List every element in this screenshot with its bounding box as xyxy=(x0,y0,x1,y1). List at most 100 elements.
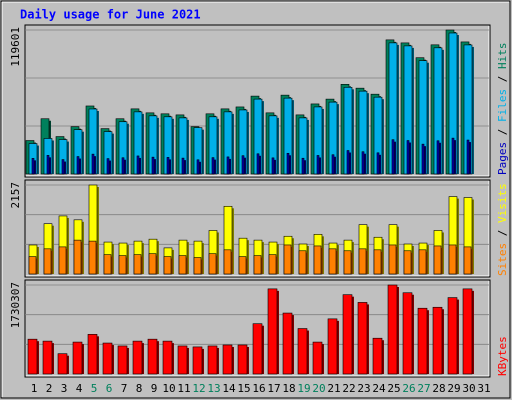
bar-side xyxy=(276,256,278,274)
bar-face xyxy=(103,254,112,275)
bar-side xyxy=(97,187,99,274)
bar-face xyxy=(417,307,428,375)
bar-face xyxy=(42,340,53,375)
x-tick-label: 2 xyxy=(46,382,53,395)
bar xyxy=(312,341,324,375)
bar-face xyxy=(57,353,68,375)
x-tick-label: 7 xyxy=(121,382,128,395)
bar xyxy=(447,297,459,375)
bar-face xyxy=(297,328,308,375)
bar xyxy=(76,156,81,175)
bar-side xyxy=(442,309,444,374)
bar-face xyxy=(181,157,185,175)
bar-side xyxy=(472,290,474,374)
legend-separator: / xyxy=(496,69,509,89)
bar-face xyxy=(387,284,398,375)
bar-face xyxy=(282,312,293,375)
bar-side xyxy=(217,118,219,174)
bar-face xyxy=(342,294,353,375)
x-tick-label: 8 xyxy=(136,382,143,395)
bar-side xyxy=(337,104,339,174)
x-tick-label: 24 xyxy=(372,382,386,395)
bar xyxy=(283,244,293,275)
bar-face xyxy=(238,256,247,275)
bar-side xyxy=(124,159,126,174)
bar-face xyxy=(312,341,323,375)
bar xyxy=(448,244,458,275)
bar-face xyxy=(76,156,80,175)
bar-side xyxy=(127,123,129,174)
bar-face xyxy=(31,158,35,175)
bar-face xyxy=(298,250,307,275)
bar-side xyxy=(352,89,354,174)
x-tick-label: 26 xyxy=(402,382,415,395)
bar-face xyxy=(406,140,410,175)
bar-side xyxy=(427,62,429,174)
legend: Sites / Visits xyxy=(496,183,509,276)
bar xyxy=(178,255,188,275)
x-tick-label: 10 xyxy=(162,382,175,395)
bar xyxy=(343,250,353,275)
bar-side xyxy=(142,113,144,174)
bar-face xyxy=(46,155,50,175)
legend-entry: Sites xyxy=(496,243,509,276)
bar-side xyxy=(439,142,441,174)
bar-side xyxy=(349,152,351,174)
bar-face xyxy=(358,248,367,275)
bar xyxy=(301,157,306,175)
x-tick-label: 13 xyxy=(207,382,220,395)
bar-side xyxy=(382,99,384,174)
bar-side xyxy=(352,296,354,374)
bar-side xyxy=(289,155,291,174)
x-tick-label: 17 xyxy=(267,382,280,395)
legend-entry: Hits xyxy=(496,43,509,70)
bar-face xyxy=(28,256,37,275)
bar-side xyxy=(442,49,444,175)
x-tick-label: 3 xyxy=(61,382,68,395)
bar-face xyxy=(61,159,65,175)
bar-side xyxy=(172,343,174,374)
bar xyxy=(466,139,471,175)
bar xyxy=(376,152,381,175)
bar-side xyxy=(244,157,246,174)
bar-face xyxy=(151,156,155,175)
bar-side xyxy=(66,248,68,274)
bar-side xyxy=(201,259,203,274)
bar-side xyxy=(409,142,411,174)
bar-side xyxy=(454,140,456,174)
x-tick-label: 22 xyxy=(342,382,355,395)
bar-side xyxy=(382,340,384,374)
bar-side xyxy=(37,145,39,174)
x-tick-label: 16 xyxy=(252,382,265,395)
bar-face xyxy=(147,338,158,375)
bar-face xyxy=(222,344,233,375)
bar-side xyxy=(472,46,474,174)
bar-side xyxy=(469,142,471,174)
bar-side xyxy=(367,304,369,374)
bar-side xyxy=(154,159,156,174)
bar xyxy=(342,294,354,375)
bar xyxy=(151,156,156,175)
bar-side xyxy=(157,341,159,374)
bar-side xyxy=(274,159,276,174)
bar-side xyxy=(277,290,279,374)
bar-side xyxy=(457,35,459,174)
bar-side xyxy=(37,341,39,374)
bar-face xyxy=(133,254,142,275)
bar xyxy=(387,284,399,375)
bar xyxy=(163,256,173,275)
bar-face xyxy=(117,345,128,375)
bar-side xyxy=(34,160,36,174)
bar xyxy=(241,155,246,175)
bar-face xyxy=(418,249,427,275)
bar-side xyxy=(307,119,309,174)
bar-side xyxy=(381,251,383,274)
bar-side xyxy=(199,161,201,174)
bar-face xyxy=(207,345,218,375)
bar xyxy=(117,345,129,375)
bar-side xyxy=(426,251,428,274)
bar xyxy=(73,239,83,275)
bar xyxy=(237,344,249,375)
bar-side xyxy=(112,345,114,374)
bar-side xyxy=(322,344,324,374)
